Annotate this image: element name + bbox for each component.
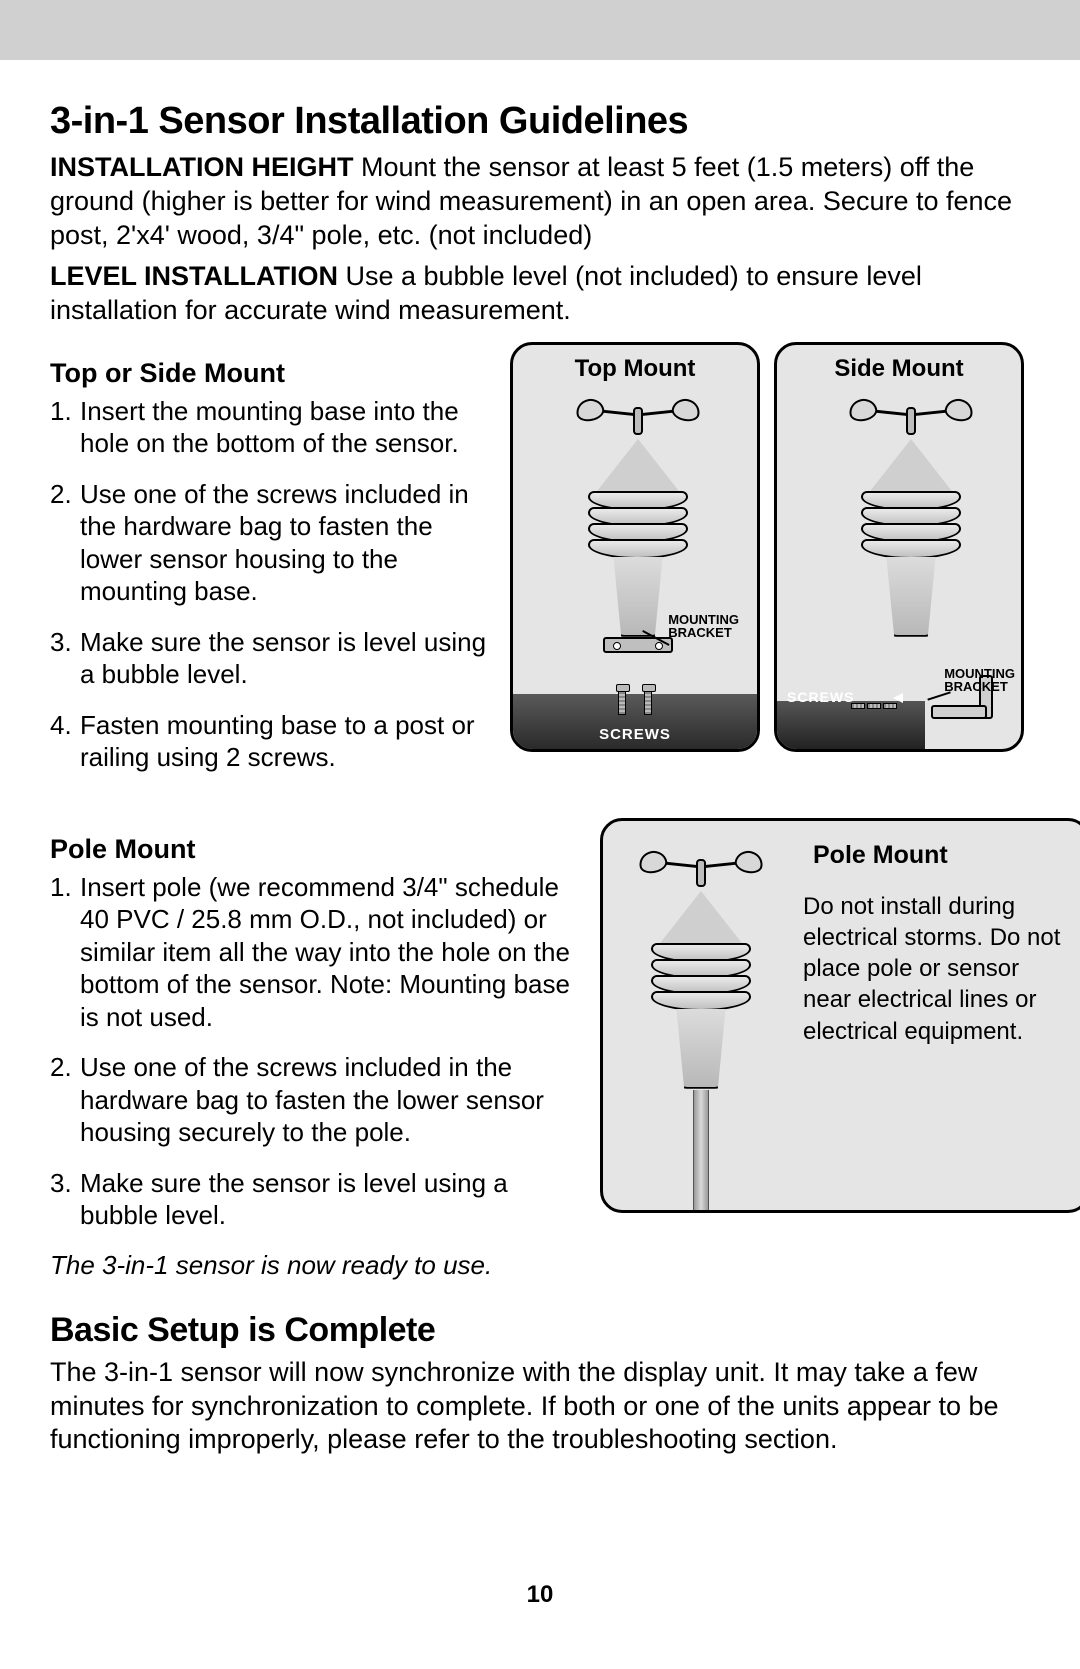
para-basic-setup: The 3-in-1 sensor will now synchronize w… <box>50 1356 1030 1457</box>
lead-installation-height: INSTALLATION HEIGHT <box>50 152 353 182</box>
label-mounting-bracket: MOUNTINGBRACKET <box>668 613 739 639</box>
header-bar <box>0 0 1080 60</box>
list-item: Make sure the sensor is level using a bu… <box>50 626 490 691</box>
label-mounting-bracket: MOUNTINGBRACKET <box>944 667 1015 693</box>
ready-line: The 3-in-1 sensor is now ready to use. <box>50 1250 570 1281</box>
para-level-installation: LEVEL INSTALLATION Use a bubble level (n… <box>50 260 1030 328</box>
figure-side-mount: Side Mount <box>774 342 1024 752</box>
list-top-side-mount: Insert the mounting base into the hole o… <box>50 395 490 774</box>
section-title-basic-setup: Basic Setup is Complete <box>50 1311 1030 1350</box>
page-number: 10 <box>0 1581 1080 1609</box>
screws-icon <box>851 703 897 709</box>
list-item: Use one of the screws included in the ha… <box>50 1051 570 1149</box>
screws-icon <box>618 689 652 715</box>
figure-pole-mount: Pole Mount Do not install during electri… <box>600 818 1080 1213</box>
label-screws: SCREWS <box>599 726 671 743</box>
pole-icon <box>693 1090 709 1210</box>
lead-level-installation: LEVEL INSTALLATION <box>50 261 338 291</box>
figure-title-side-mount: Side Mount <box>777 345 1021 383</box>
list-item: Make sure the sensor is level using a bu… <box>50 1167 570 1232</box>
list-item: Insert the mounting base into the hole o… <box>50 395 490 460</box>
list-item: Insert pole (we recommend 3/4" schedule … <box>50 871 570 1034</box>
section-title-guidelines: 3-in-1 Sensor Installation Guidelines <box>50 100 1030 143</box>
page-content: 3-in-1 Sensor Installation Guidelines IN… <box>0 60 1080 1457</box>
subheading-pole-mount: Pole Mount <box>50 834 570 865</box>
list-item: Fasten mounting base to a post or railin… <box>50 709 490 774</box>
para-installation-height: INSTALLATION HEIGHT Mount the sensor at … <box>50 151 1030 252</box>
sensor-icon <box>851 389 971 637</box>
figure-note-pole-mount: Do not install during electrical storms.… <box>803 891 1063 1047</box>
sensor-icon <box>641 841 761 1089</box>
subheading-top-side-mount: Top or Side Mount <box>50 358 490 389</box>
list-pole-mount: Insert pole (we recommend 3/4" schedule … <box>50 871 570 1232</box>
figure-top-mount: Top Mount <box>510 342 760 752</box>
list-item: Use one of the screws included in the ha… <box>50 478 490 608</box>
figure-title-top-mount: Top Mount <box>513 345 757 383</box>
label-screws: SCREWS <box>787 689 854 705</box>
